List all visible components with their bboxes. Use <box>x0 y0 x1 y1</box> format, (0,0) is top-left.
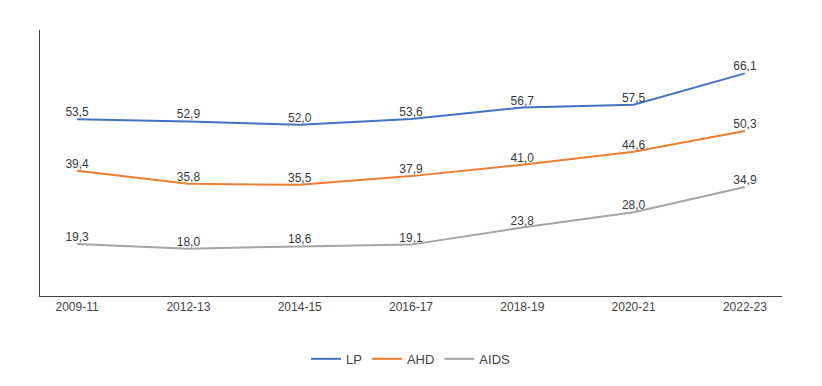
svg-text:18,0: 18,0 <box>177 235 201 249</box>
svg-text:19,1: 19,1 <box>399 231 423 245</box>
svg-text:2016-17: 2016-17 <box>389 300 433 314</box>
svg-text:28,0: 28,0 <box>622 198 646 212</box>
svg-text:2018-19: 2018-19 <box>500 300 544 314</box>
svg-text:37,9: 37,9 <box>399 162 423 176</box>
svg-text:2020-21: 2020-21 <box>612 300 656 314</box>
svg-text:44,6: 44,6 <box>622 138 646 152</box>
svg-text:56,7: 56,7 <box>511 94 535 108</box>
svg-text:AHD: AHD <box>407 352 434 367</box>
svg-text:2022-23: 2022-23 <box>723 300 767 314</box>
svg-text:41,0: 41,0 <box>511 151 535 165</box>
svg-text:52,9: 52,9 <box>177 107 201 121</box>
svg-text:2012-13: 2012-13 <box>166 300 210 314</box>
svg-text:2014-15: 2014-15 <box>278 300 322 314</box>
svg-text:39,4: 39,4 <box>65 157 89 171</box>
svg-text:57,5: 57,5 <box>622 91 646 105</box>
svg-text:19,3: 19,3 <box>65 230 89 244</box>
svg-text:53,5: 53,5 <box>65 105 89 119</box>
svg-text:35,5: 35,5 <box>288 171 312 185</box>
svg-text:18,6: 18,6 <box>288 232 312 246</box>
svg-text:34,9: 34,9 <box>733 173 757 187</box>
svg-text:23,8: 23,8 <box>511 214 535 228</box>
svg-text:LP: LP <box>346 352 362 367</box>
svg-text:2009-11: 2009-11 <box>56 300 99 314</box>
svg-text:AIDS: AIDS <box>479 352 510 367</box>
svg-text:53,6: 53,6 <box>399 105 423 119</box>
svg-text:35,8: 35,8 <box>177 170 201 184</box>
svg-text:66,1: 66,1 <box>733 59 757 73</box>
svg-text:52,0: 52,0 <box>288 111 312 125</box>
svg-text:50,3: 50,3 <box>733 117 757 131</box>
